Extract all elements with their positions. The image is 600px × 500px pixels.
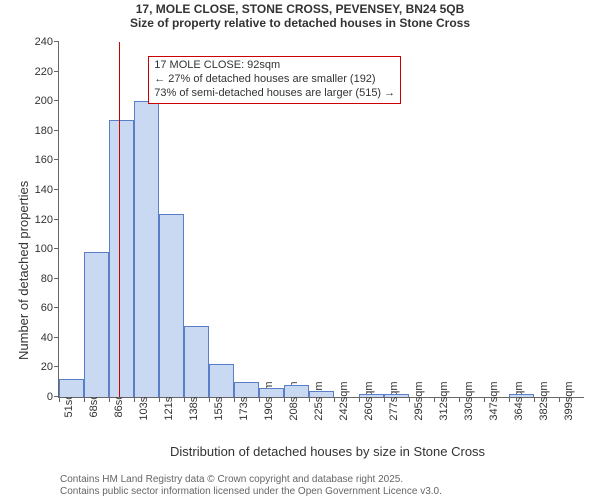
x-tick-mark <box>84 397 85 402</box>
y-tick-mark <box>54 248 59 249</box>
x-tick-mark <box>209 397 210 402</box>
x-tick-label: 260sqm <box>363 381 375 420</box>
y-tick-mark <box>54 71 59 72</box>
y-tick-label: 200 <box>35 95 59 107</box>
chart-title-sub: Size of property relative to detached ho… <box>0 16 600 30</box>
x-tick-mark <box>134 397 135 402</box>
footer-credits: Contains HM Land Registry data © Crown c… <box>60 474 442 498</box>
y-tick-label: 80 <box>41 273 59 285</box>
x-tick-label: 399sqm <box>563 381 575 420</box>
x-tick-mark <box>434 397 435 402</box>
y-tick-mark <box>54 159 59 160</box>
footer-line-1: Contains HM Land Registry data © Crown c… <box>60 474 442 486</box>
histogram-bar <box>59 379 84 397</box>
y-tick-label: 100 <box>35 243 59 255</box>
y-tick-mark <box>54 307 59 308</box>
y-tick-mark <box>54 100 59 101</box>
y-tick-mark <box>54 41 59 42</box>
chart-container: 17, MOLE CLOSE, STONE CROSS, PEVENSEY, B… <box>0 0 600 500</box>
histogram-bar <box>259 388 284 397</box>
histogram-bar <box>134 101 159 397</box>
x-tick-mark <box>334 397 335 402</box>
y-tick-label: 180 <box>35 125 59 137</box>
x-tick-label: 330sqm <box>463 381 475 420</box>
x-tick-mark <box>184 397 185 402</box>
x-tick-mark <box>359 397 360 402</box>
x-tick-mark <box>309 397 310 402</box>
annotation-line-3: 73% of semi-detached houses are larger (… <box>154 87 395 101</box>
x-tick-mark <box>509 397 510 402</box>
y-tick-label: 0 <box>47 391 59 403</box>
histogram-bar <box>184 326 209 397</box>
x-tick-label: 295sqm <box>413 381 425 420</box>
x-tick-mark <box>284 397 285 402</box>
x-axis-label: Distribution of detached houses by size … <box>170 444 485 459</box>
x-tick-mark <box>109 397 110 402</box>
x-tick-label: 382sqm <box>538 381 550 420</box>
y-tick-label: 40 <box>41 332 59 344</box>
chart-title-main: 17, MOLE CLOSE, STONE CROSS, PEVENSEY, B… <box>0 2 600 16</box>
plot-area: 02040608010012014016018020022024051sqm68… <box>58 42 584 398</box>
y-tick-label: 20 <box>41 361 59 373</box>
histogram-bar <box>84 252 109 397</box>
x-tick-label: 225sqm <box>313 381 325 420</box>
y-axis-label: Number of detached properties <box>16 181 31 360</box>
annotation-box: 17 MOLE CLOSE: 92sqm ← 27% of detached h… <box>148 56 401 104</box>
footer-line-2: Contains public sector information licen… <box>60 486 442 498</box>
x-tick-mark <box>159 397 160 402</box>
x-tick-mark <box>409 397 410 402</box>
x-tick-mark <box>384 397 385 402</box>
x-tick-label: 242sqm <box>338 381 350 420</box>
histogram-bar <box>284 385 309 397</box>
y-tick-label: 160 <box>35 154 59 166</box>
y-tick-mark <box>54 130 59 131</box>
x-tick-mark <box>484 397 485 402</box>
histogram-bar <box>109 120 134 397</box>
x-tick-label: 347sqm <box>488 381 500 420</box>
histogram-bar <box>209 364 234 397</box>
y-tick-label: 140 <box>35 184 59 196</box>
x-tick-mark <box>259 397 260 402</box>
annotation-line-1: 17 MOLE CLOSE: 92sqm <box>154 59 395 73</box>
histogram-bar <box>509 394 534 397</box>
histogram-bar <box>359 394 384 397</box>
histogram-bar <box>159 214 184 397</box>
x-tick-mark <box>234 397 235 402</box>
y-tick-mark <box>54 337 59 338</box>
y-tick-label: 240 <box>35 36 59 48</box>
y-tick-mark <box>54 219 59 220</box>
x-tick-mark <box>559 397 560 402</box>
x-tick-mark <box>534 397 535 402</box>
x-tick-mark <box>59 397 60 402</box>
y-tick-mark <box>54 278 59 279</box>
x-tick-label: 312sqm <box>438 381 450 420</box>
y-tick-mark <box>54 189 59 190</box>
histogram-bar <box>234 382 259 397</box>
y-tick-label: 120 <box>35 214 59 226</box>
annotation-line-2: ← 27% of detached houses are smaller (19… <box>154 73 395 87</box>
y-tick-label: 60 <box>41 302 59 314</box>
x-tick-mark <box>459 397 460 402</box>
chart-titles: 17, MOLE CLOSE, STONE CROSS, PEVENSEY, B… <box>0 2 600 30</box>
y-tick-label: 220 <box>35 66 59 78</box>
histogram-bar <box>309 391 334 397</box>
marker-line <box>119 42 120 397</box>
x-tick-label: 364sqm <box>513 381 525 420</box>
y-tick-mark <box>54 366 59 367</box>
x-tick-label: 277sqm <box>388 381 400 420</box>
histogram-bar <box>384 394 409 397</box>
